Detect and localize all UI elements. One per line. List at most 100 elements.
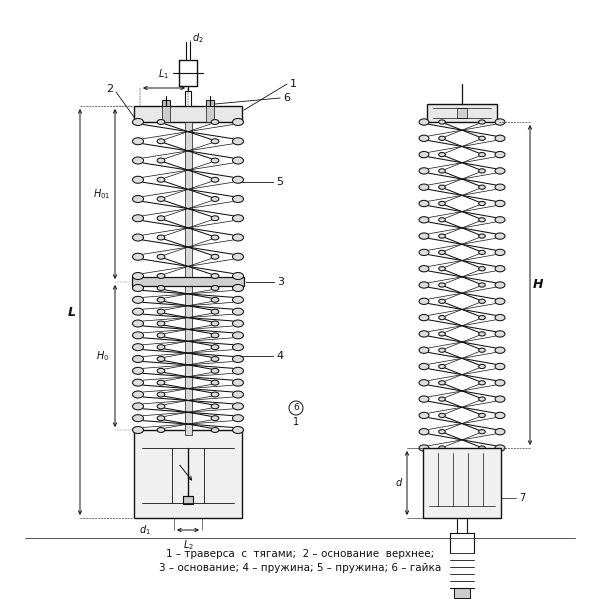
Ellipse shape <box>157 345 165 350</box>
Text: 1: 1 <box>293 417 299 427</box>
Ellipse shape <box>495 266 505 272</box>
Ellipse shape <box>133 284 143 292</box>
Ellipse shape <box>439 283 445 287</box>
Text: $d_1$: $d_1$ <box>139 523 151 537</box>
Ellipse shape <box>495 396 505 402</box>
Ellipse shape <box>157 309 165 314</box>
Ellipse shape <box>439 266 445 271</box>
Ellipse shape <box>233 379 244 386</box>
Ellipse shape <box>439 413 445 418</box>
Bar <box>162 106 170 122</box>
Ellipse shape <box>495 445 505 451</box>
Ellipse shape <box>157 286 165 290</box>
Ellipse shape <box>157 368 165 373</box>
Ellipse shape <box>157 158 165 163</box>
Ellipse shape <box>133 355 143 362</box>
Ellipse shape <box>157 119 165 124</box>
Ellipse shape <box>439 299 445 304</box>
Ellipse shape <box>439 381 445 385</box>
Ellipse shape <box>133 344 143 350</box>
Ellipse shape <box>233 344 244 350</box>
Text: $d_2$: $d_2$ <box>192 31 204 45</box>
Ellipse shape <box>419 151 429 158</box>
Ellipse shape <box>479 202 485 206</box>
Ellipse shape <box>157 428 165 433</box>
Ellipse shape <box>157 235 165 240</box>
Ellipse shape <box>211 428 219 433</box>
Text: $H_{01}$: $H_{01}$ <box>94 187 110 201</box>
Text: 3 – основание; 4 – пружина; 5 – пружина; 6 – гайка: 3 – основание; 4 – пружина; 5 – пружина;… <box>159 563 441 573</box>
Ellipse shape <box>233 215 244 222</box>
Ellipse shape <box>157 416 165 421</box>
Ellipse shape <box>495 249 505 256</box>
Text: H: H <box>533 278 543 292</box>
Ellipse shape <box>211 286 219 290</box>
Ellipse shape <box>495 347 505 353</box>
Ellipse shape <box>439 397 445 401</box>
Ellipse shape <box>133 272 143 280</box>
Ellipse shape <box>233 308 244 315</box>
Ellipse shape <box>133 253 143 260</box>
Ellipse shape <box>233 234 244 241</box>
Bar <box>183 496 193 504</box>
Ellipse shape <box>479 430 485 434</box>
Ellipse shape <box>133 320 143 327</box>
Ellipse shape <box>495 282 505 288</box>
Ellipse shape <box>419 282 429 288</box>
Ellipse shape <box>233 296 244 304</box>
Ellipse shape <box>439 136 445 140</box>
Ellipse shape <box>211 404 219 409</box>
Ellipse shape <box>211 392 219 397</box>
Ellipse shape <box>419 233 429 239</box>
Ellipse shape <box>419 396 429 402</box>
Ellipse shape <box>233 367 244 374</box>
Ellipse shape <box>233 391 244 398</box>
Ellipse shape <box>419 217 429 223</box>
Ellipse shape <box>419 445 429 451</box>
Ellipse shape <box>157 392 165 397</box>
Ellipse shape <box>495 200 505 206</box>
Ellipse shape <box>233 138 244 145</box>
Ellipse shape <box>495 119 505 125</box>
Ellipse shape <box>479 218 485 222</box>
Text: $L_2$: $L_2$ <box>182 538 193 552</box>
Ellipse shape <box>439 332 445 336</box>
Ellipse shape <box>419 331 429 337</box>
Ellipse shape <box>419 168 429 174</box>
Ellipse shape <box>479 316 485 320</box>
Ellipse shape <box>495 217 505 223</box>
Ellipse shape <box>157 404 165 409</box>
Ellipse shape <box>211 380 219 385</box>
Ellipse shape <box>211 309 219 314</box>
Ellipse shape <box>479 348 485 352</box>
Ellipse shape <box>157 298 165 302</box>
Ellipse shape <box>495 151 505 158</box>
Bar <box>206 100 214 106</box>
Ellipse shape <box>479 283 485 287</box>
Ellipse shape <box>133 215 143 222</box>
Ellipse shape <box>211 178 219 182</box>
Ellipse shape <box>479 299 485 304</box>
Ellipse shape <box>133 138 143 145</box>
Ellipse shape <box>439 364 445 368</box>
Ellipse shape <box>233 118 244 125</box>
Ellipse shape <box>133 415 143 422</box>
Ellipse shape <box>233 320 244 327</box>
Ellipse shape <box>495 364 505 370</box>
Ellipse shape <box>211 333 219 338</box>
Ellipse shape <box>419 380 429 386</box>
Ellipse shape <box>419 249 429 256</box>
Text: d: d <box>396 478 402 488</box>
Ellipse shape <box>211 254 219 259</box>
Text: $H_0$: $H_0$ <box>97 349 110 363</box>
Ellipse shape <box>439 120 445 124</box>
Ellipse shape <box>157 178 165 182</box>
Ellipse shape <box>495 331 505 337</box>
Bar <box>206 106 214 122</box>
Text: L: L <box>68 305 76 319</box>
Ellipse shape <box>495 380 505 386</box>
Ellipse shape <box>233 403 244 410</box>
Ellipse shape <box>439 218 445 222</box>
Ellipse shape <box>233 157 244 164</box>
Ellipse shape <box>479 152 485 157</box>
